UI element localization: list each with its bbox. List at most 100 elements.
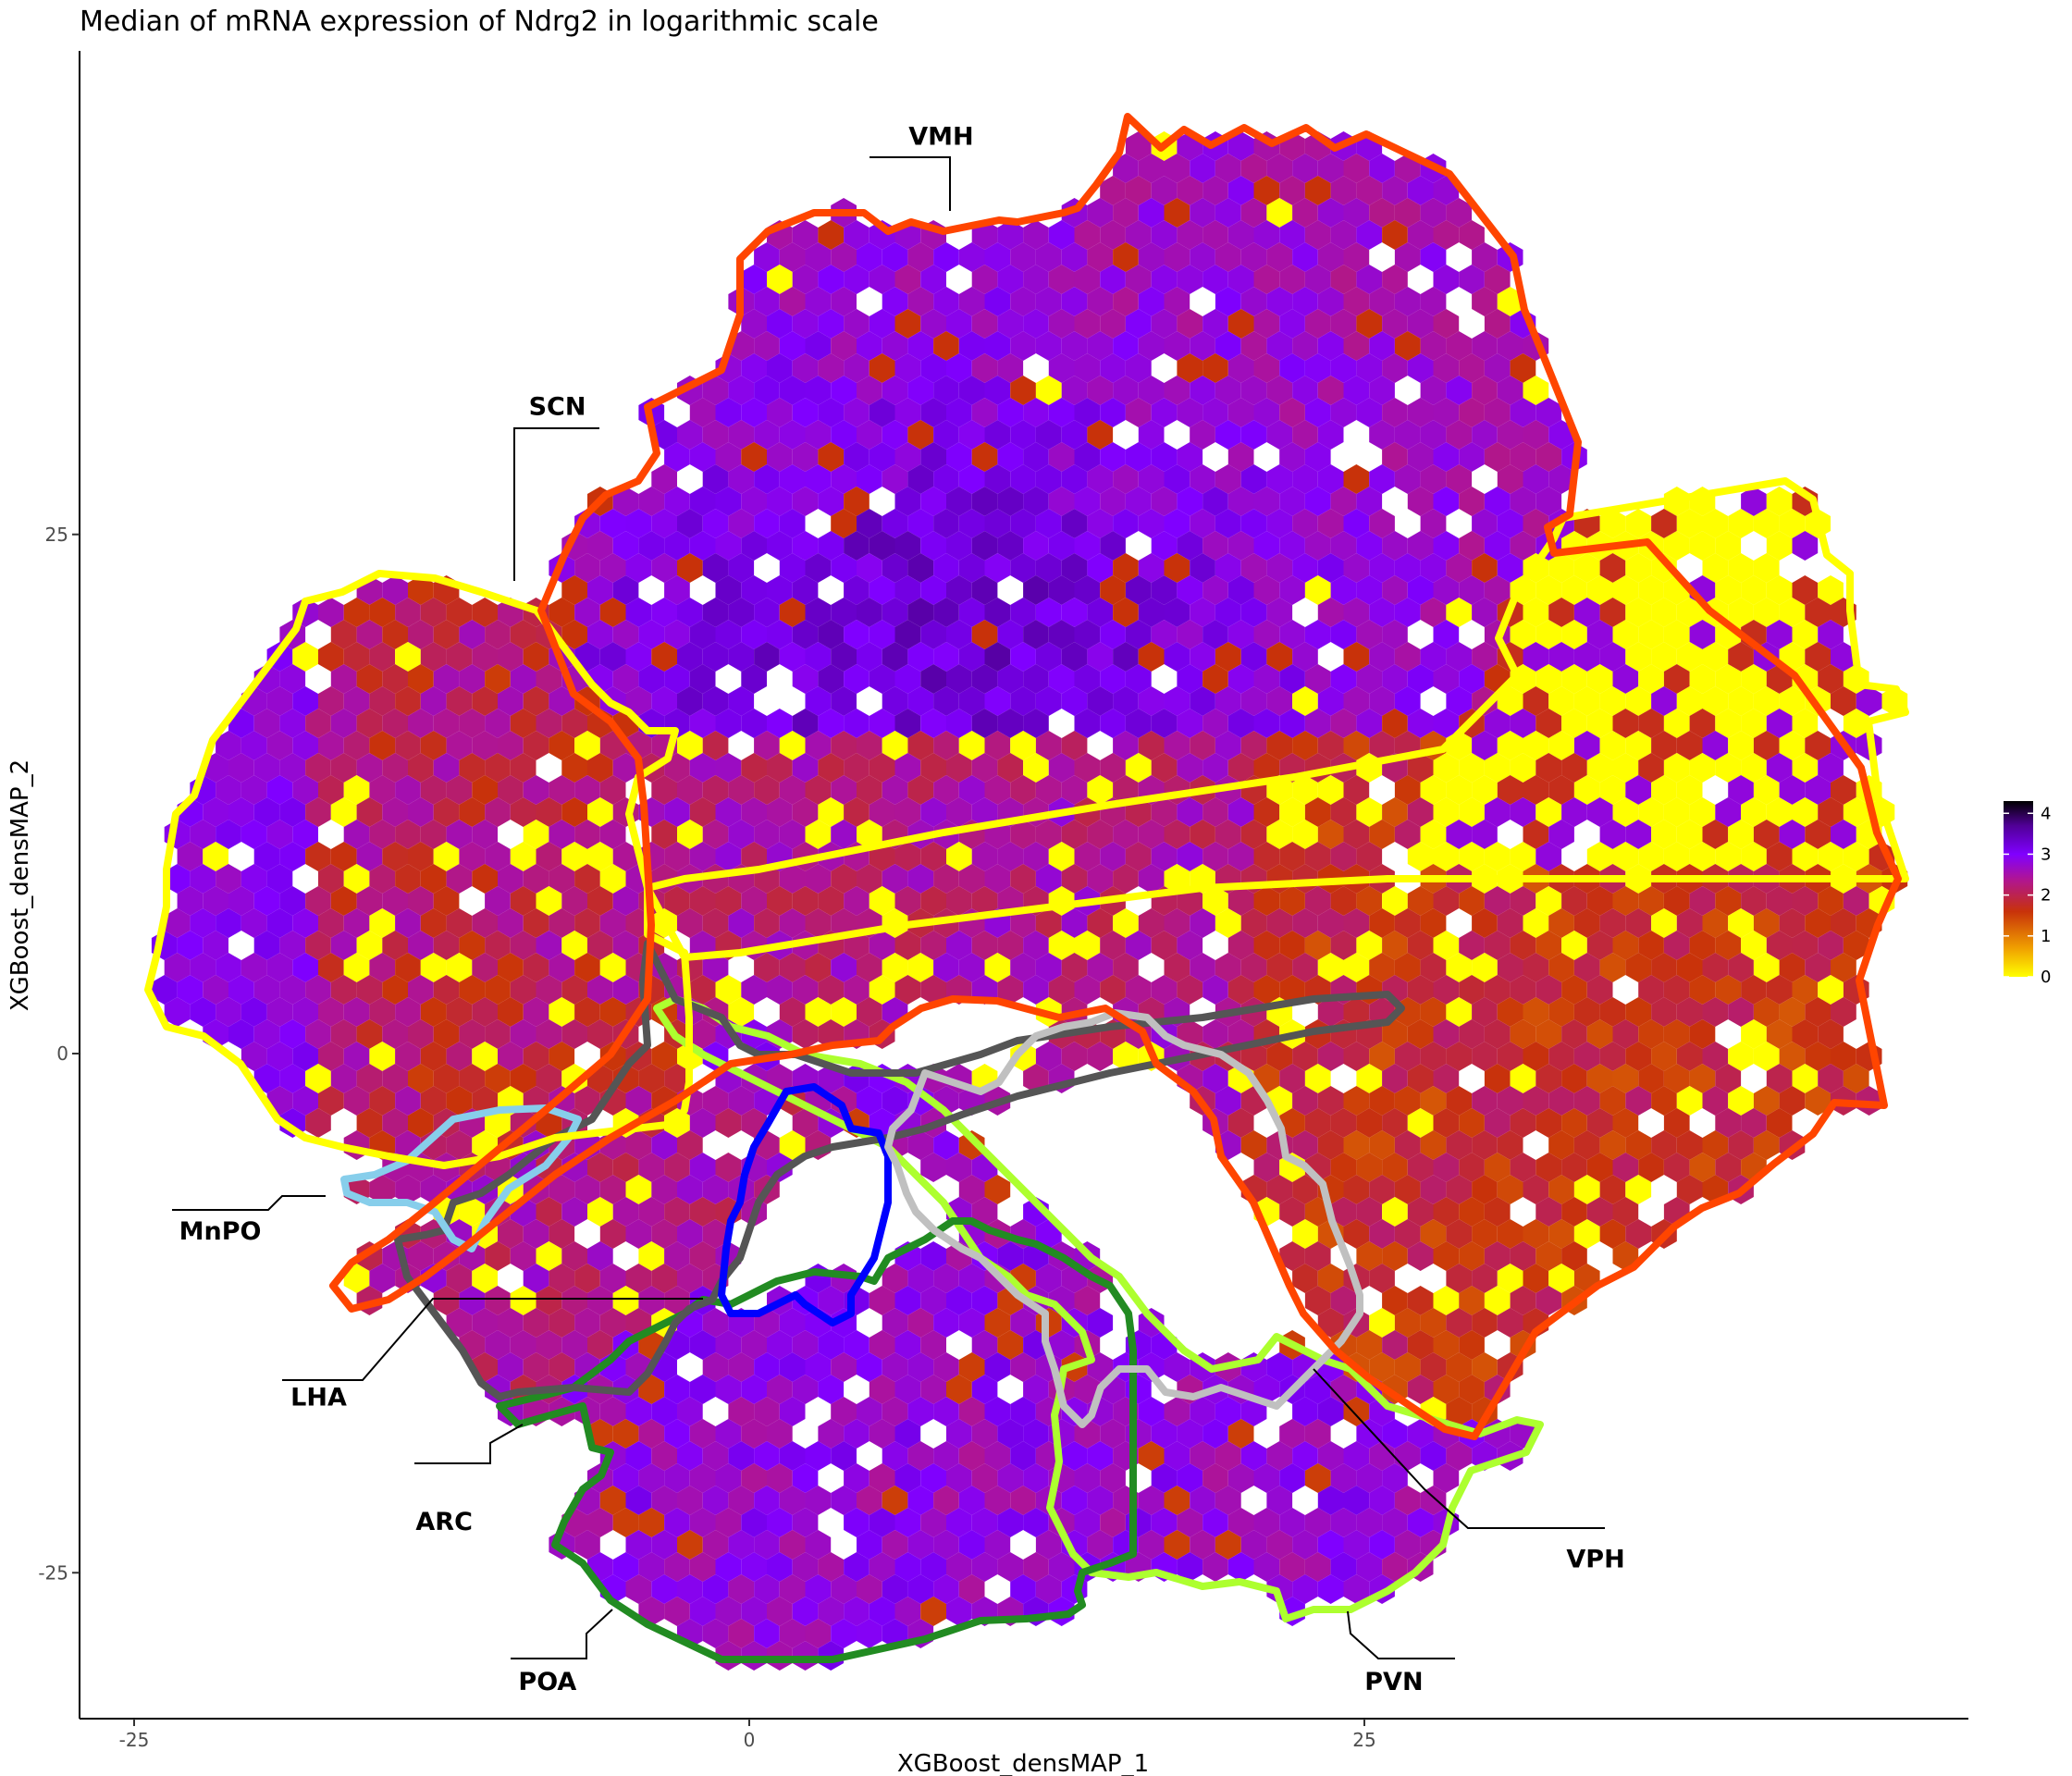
hex-cell [1805, 820, 1831, 849]
hex-cell [971, 487, 998, 516]
hex-cell [1728, 820, 1754, 849]
hex-cell [1625, 775, 1652, 805]
hex-cell [882, 686, 908, 716]
hex-cell [318, 908, 344, 938]
hex-cell [1484, 398, 1511, 427]
hex-cell [536, 1019, 562, 1049]
hex-cell [1190, 553, 1215, 583]
hex-cell [1023, 442, 1049, 472]
hex-cell [689, 1419, 716, 1449]
hex-cell [1689, 664, 1716, 694]
hex-cell [894, 620, 921, 649]
hex-cell [1227, 709, 1254, 738]
hex-cell [305, 1019, 331, 1049]
hex-cell [1433, 309, 1460, 339]
hex-cell [1831, 953, 1856, 982]
hex-cell [305, 975, 331, 1005]
hex-cell [1151, 176, 1178, 205]
hex-cell [1459, 220, 1485, 250]
hex-cell [1612, 709, 1639, 738]
hex-cell [754, 1619, 780, 1648]
hex-cell [485, 709, 511, 738]
hex-cell [1420, 1175, 1447, 1204]
hex-cell [907, 464, 934, 494]
hex-cell [1343, 198, 1370, 228]
hex-cell [1741, 886, 1767, 916]
hex-cell [920, 442, 946, 472]
hex-cell [1497, 731, 1523, 760]
hex-cell [946, 353, 972, 383]
hex-cell [292, 908, 318, 938]
hex-cell [1087, 287, 1114, 316]
hex-cell [395, 598, 421, 627]
hex-cell [1202, 220, 1228, 250]
hex-cell [1317, 464, 1344, 494]
hex-cell [625, 1397, 652, 1426]
hex-cell [1125, 487, 1152, 516]
hex-cell [1394, 1308, 1421, 1338]
hex-cell [279, 886, 306, 916]
hex-cell [1420, 198, 1447, 228]
hex-cell [1433, 709, 1460, 738]
hex-cell [1573, 553, 1600, 583]
hex-cell [844, 886, 870, 916]
hex-cell [869, 1463, 895, 1493]
hex-cell [1676, 731, 1703, 760]
hex-cell [651, 775, 677, 805]
hex-cell [715, 531, 742, 561]
hex-cell [1586, 797, 1613, 827]
hex-cell [1304, 1419, 1331, 1449]
hex-cell [1343, 686, 1370, 716]
hex-cell [1536, 1286, 1562, 1315]
hex-cell [1177, 487, 1203, 516]
hex-cell [408, 575, 434, 605]
hex-cell [612, 1508, 639, 1537]
hex-cell [1356, 1419, 1383, 1449]
hex-cell [266, 686, 293, 716]
hex-cell [1356, 931, 1383, 960]
hex-cell [1420, 1308, 1447, 1338]
hex-cell [715, 797, 742, 827]
hex-cell [677, 553, 703, 583]
hex-cell [1625, 642, 1652, 672]
hex-cell [933, 1308, 959, 1338]
hex-cell [946, 1597, 972, 1626]
hex-cell [1113, 242, 1139, 272]
hex-cell [1548, 1175, 1574, 1204]
hex-cell [779, 1486, 806, 1515]
hex-cell [767, 1330, 793, 1360]
hex-cell [1663, 842, 1690, 871]
hex-cell [1433, 1375, 1460, 1404]
hex-cell [1125, 398, 1152, 427]
hex-cell [702, 1619, 729, 1648]
hex-cell [1356, 1064, 1383, 1093]
hex-cell [1202, 975, 1228, 1005]
hex-cell [536, 664, 562, 694]
hex-cell [1573, 686, 1600, 716]
hex-cell [689, 398, 716, 427]
hex-cell [958, 598, 985, 627]
hex-cell [907, 509, 934, 538]
hex-cell [894, 1552, 921, 1582]
hex-cell [715, 1108, 742, 1138]
hex-cell [844, 531, 870, 561]
hex-cell [1638, 975, 1664, 1005]
hex-cell [1586, 1197, 1613, 1227]
hex-cell [1536, 1019, 1562, 1049]
hex-cell [958, 1397, 985, 1426]
hex-cell [818, 1375, 845, 1404]
hex-cell [1407, 886, 1434, 916]
hex-cell [382, 975, 408, 1005]
hex-cell [741, 531, 767, 561]
hex-cell [1048, 309, 1075, 339]
hex-cell [920, 1375, 946, 1404]
hex-cell [1433, 398, 1460, 427]
hex-cell [971, 575, 998, 605]
hex-cell [1113, 376, 1139, 405]
hex-cell [1548, 420, 1574, 450]
hex-cell [958, 1441, 985, 1471]
hex-cell [1010, 1486, 1036, 1515]
legend-tick-label: 2 [2041, 886, 2051, 906]
hex-cell [561, 931, 587, 960]
hex-cell [984, 509, 1011, 538]
